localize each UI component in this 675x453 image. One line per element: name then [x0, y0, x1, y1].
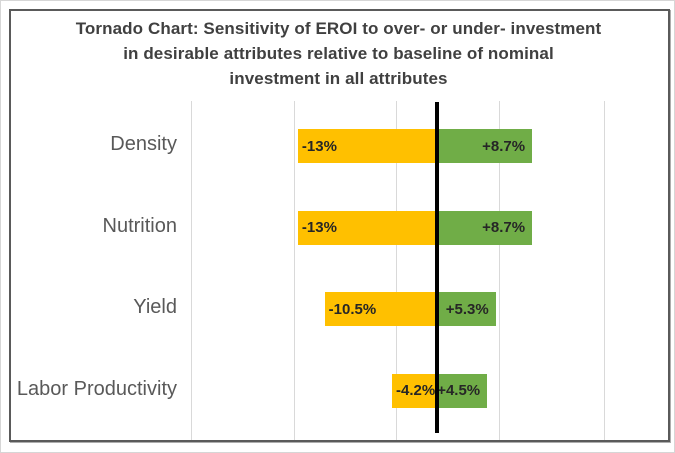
data-label-over-yield: +5.3% — [445, 300, 489, 318]
value-axis-gridline-1 — [191, 101, 192, 440]
data-label-under-density: -13% — [301, 137, 337, 155]
bar-under-yield: -10.5% — [324, 292, 437, 326]
zero-baseline — [435, 102, 439, 433]
value-axis-gridline-4 — [499, 101, 500, 440]
chart-title-line-1: Tornado Chart: Sensitivity of EROI to ov… — [75, 19, 602, 38]
data-label-under-labor-productivity: -4.2% — [396, 382, 436, 399]
bar-under-nutrition: -13% — [297, 210, 437, 245]
chart-title-line-3: investment in all attributes — [229, 69, 448, 88]
bar-over-nutrition: +8.7% — [439, 210, 533, 245]
bar-under-labor-productivity: -4.2% — [392, 373, 437, 408]
value-axis-gridline-5 — [604, 101, 605, 440]
bar-over-labor-productivity: +4.5% — [437, 373, 488, 408]
data-label-under-nutrition: -13% — [301, 219, 337, 236]
bar-under-density: -13% — [297, 129, 437, 163]
data-label-over-density: +8.7% — [482, 137, 526, 155]
data-label-over-labor-productivity: +4.5% — [437, 382, 481, 399]
category-label-labor-productivity: Labor Productivity — [16, 377, 177, 400]
category-label-nutrition: Nutrition — [102, 214, 177, 237]
category-label-density: Density — [110, 133, 177, 155]
value-axis-gridline-3 — [396, 101, 397, 440]
chart-title-line-2: in desirable attributes relative to base… — [123, 44, 554, 63]
bar-over-density: +8.7% — [439, 129, 533, 163]
data-label-under-yield: -10.5% — [328, 300, 377, 318]
chart-title: Tornado Chart: Sensitivity of EROI to ov… — [1, 16, 674, 91]
value-axis-gridline-2 — [293, 101, 295, 440]
bar-over-yield: +5.3% — [439, 292, 496, 326]
data-label-over-nutrition: +8.7% — [482, 219, 526, 236]
category-label-yield: Yield — [133, 296, 177, 318]
